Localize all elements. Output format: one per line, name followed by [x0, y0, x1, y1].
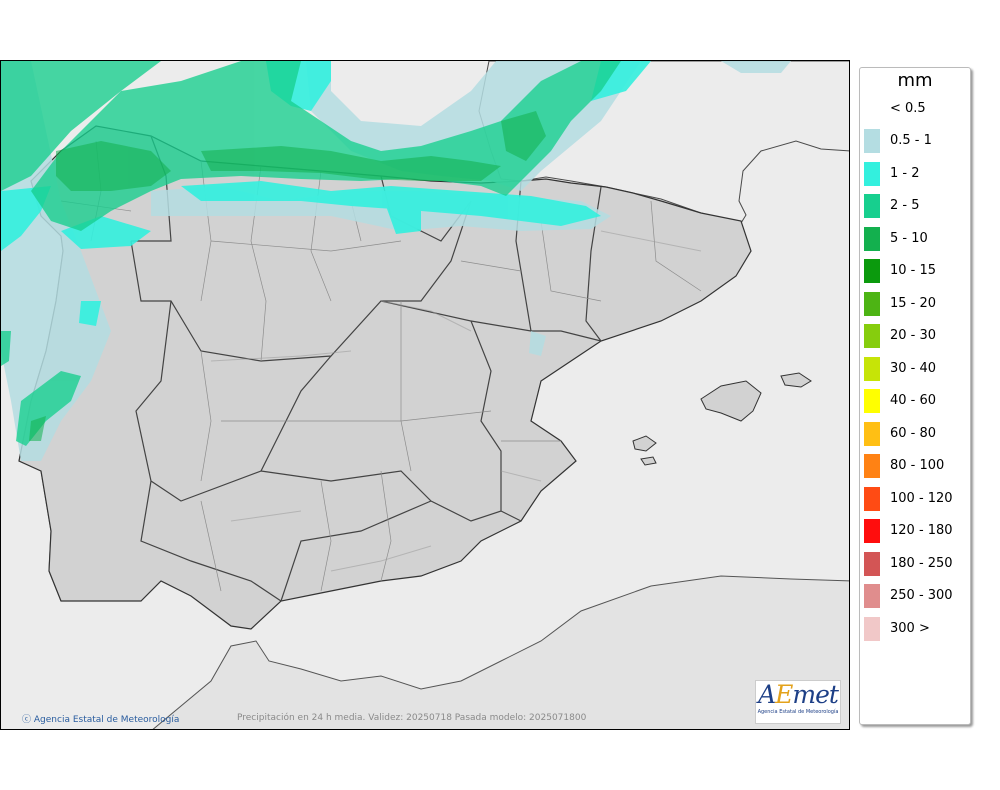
copyright-text: ⓒ Agencia Estatal de Meteorología: [22, 712, 179, 725]
copyright-label: Agencia Estatal de Meteorología: [33, 715, 180, 725]
legend-label: 60 - 80: [890, 426, 937, 441]
legend-swatch: [864, 162, 880, 186]
legend-item: < 0.5: [860, 97, 970, 121]
legend-swatch: [864, 519, 880, 543]
aemet-logo: AEmet Agencia Estatal de Meteorología: [755, 680, 841, 724]
legend-label: < 0.5: [890, 101, 926, 116]
legend-item: 2 - 5: [860, 194, 970, 218]
precipitation-legend: mm < 0.5 0.5 - 1 1 - 2 2 - 5 5 - 10 10 -…: [859, 67, 971, 725]
legend-swatch: [864, 194, 880, 218]
legend-item: 80 - 100: [860, 454, 970, 478]
precipitation-map: [0, 60, 850, 730]
legend-item: 120 - 180: [860, 519, 970, 543]
legend-swatch: [864, 617, 880, 641]
legend-swatch: [864, 129, 880, 153]
legend-item: 0.5 - 1: [860, 129, 970, 153]
logo-subtitle: Agencia Estatal de Meteorología: [757, 709, 839, 715]
legend-label: 30 - 40: [890, 361, 937, 376]
legend-swatch: [864, 389, 880, 413]
mallorca: [700, 380, 762, 422]
legend-swatch: [864, 454, 880, 478]
legend-label: 180 - 250: [890, 556, 953, 571]
legend-item: 180 - 250: [860, 552, 970, 576]
legend-item: 15 - 20: [860, 292, 970, 316]
legend-swatch: [864, 324, 880, 348]
legend-item: 250 - 300: [860, 584, 970, 608]
logo-wordmark: AEmet: [758, 680, 839, 709]
legend-label: 1 - 2: [890, 166, 920, 181]
legend-swatch: [864, 97, 880, 121]
legend-swatch: [864, 357, 880, 381]
legend-label: 250 - 300: [890, 588, 953, 603]
menorca: [780, 372, 812, 388]
legend-swatch: [864, 292, 880, 316]
legend-title: mm: [897, 70, 933, 91]
legend-swatch: [864, 227, 880, 251]
formentera: [640, 456, 657, 466]
legend-swatch: [864, 552, 880, 576]
legend-item: 300 >: [860, 617, 970, 641]
copyright-icon: ⓒ: [22, 715, 32, 725]
precip-dark-green: [29, 111, 546, 441]
legend-item: 1 - 2: [860, 162, 970, 186]
legend-label: 5 - 10: [890, 231, 928, 246]
legend-label: 80 - 100: [890, 458, 945, 473]
legend-item: 10 - 15: [860, 259, 970, 283]
legend-swatch: [864, 584, 880, 608]
legend-item: 30 - 40: [860, 357, 970, 381]
legend-label: 100 - 120: [890, 491, 953, 506]
legend-swatch: [864, 259, 880, 283]
legend-item: 100 - 120: [860, 487, 970, 511]
ibiza: [632, 435, 657, 452]
legend-label: 2 - 5: [890, 198, 920, 213]
legend-label: 15 - 20: [890, 296, 937, 311]
legend-item: 5 - 10: [860, 227, 970, 251]
legend-item: 60 - 80: [860, 422, 970, 446]
relief-texture: [210, 230, 702, 572]
africa-land: [152, 575, 849, 729]
legend-label: 300 >: [890, 621, 930, 636]
legend-swatch: [864, 487, 880, 511]
legend-label: 40 - 60: [890, 393, 937, 408]
legend-item: 20 - 30: [860, 324, 970, 348]
legend-item: 40 - 60: [860, 389, 970, 413]
legend-label: 0.5 - 1: [890, 133, 932, 148]
legend-label: 10 - 15: [890, 263, 937, 278]
validity-text: Precipitación en 24 h media. Validez: 20…: [237, 713, 587, 723]
legend-label: 120 - 180: [890, 523, 953, 538]
legend-swatch: [864, 422, 880, 446]
legend-label: 20 - 30: [890, 328, 937, 343]
map-canvas: [1, 61, 849, 729]
